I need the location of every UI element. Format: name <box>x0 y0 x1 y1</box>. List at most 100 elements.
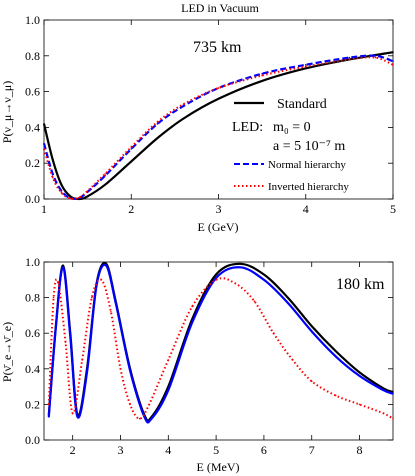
bottom-point-normal-hierarchy <box>69 335 72 338</box>
top-point-inverted-hierarchy <box>51 176 54 179</box>
top-point-standard <box>217 97 220 100</box>
bottom-point-standard <box>62 264 64 267</box>
top-point-standard <box>182 117 185 120</box>
top-point-standard <box>392 51 394 54</box>
bottom-plot: 2 3 4 5 6 7 8 0.0 0.2 0.4 0.6 0.8 1.0 <box>25 255 394 457</box>
bottom-point-normal-hierarchy <box>55 325 57 327</box>
bottom-y-tick-label: 0.8 <box>25 291 40 305</box>
top-x-tick-label: 2 <box>128 202 134 216</box>
top-point-inverted-hierarchy <box>60 191 63 194</box>
bottom-point-normal-hierarchy <box>310 330 313 333</box>
top-point-standard <box>304 67 307 70</box>
bottom-point-inverted-hierarchy <box>191 305 194 308</box>
bottom-point-inverted-hierarchy <box>47 403 50 406</box>
top-point-inverted-hierarchy <box>348 58 351 61</box>
top-point-inverted-hierarchy <box>182 103 185 105</box>
top-point-inverted-hierarchy <box>156 121 159 123</box>
bottom-point-normal-hierarchy <box>287 302 289 304</box>
bottom-point-standard <box>215 273 217 276</box>
bottom-point-inverted-hierarchy <box>358 403 361 406</box>
bottom-x-tick-label: 6 <box>261 443 267 457</box>
bottom-series-normal-hierarchy <box>47 263 394 424</box>
bottom-point-inverted-hierarchy <box>148 403 150 406</box>
bottom-point-inverted-hierarchy <box>57 282 60 285</box>
bottom-point-normal-hierarchy <box>392 392 394 395</box>
bottom-point-inverted-hierarchy <box>234 282 237 285</box>
bottom-point-inverted-hierarchy <box>392 417 394 420</box>
top-point-standard <box>60 183 63 186</box>
top-x-tick-label: 1 <box>41 202 47 216</box>
top-point-normal-hierarchy <box>392 60 394 62</box>
top-y-tick-label: 0.4 <box>25 120 40 134</box>
bottom-point-normal-hierarchy <box>86 371 88 374</box>
top-point-standard <box>69 195 71 198</box>
bottom-point-normal-hierarchy <box>215 277 217 279</box>
top-distance-annotation: 735 km <box>193 39 242 56</box>
top-y-tick-label: 0.0 <box>25 192 40 206</box>
bottom-point-normal-hierarchy <box>114 302 117 304</box>
bottom-x-tick-label: 3 <box>117 443 123 457</box>
top-point-normal-hierarchy <box>348 56 351 59</box>
top-series-inverted-hierarchy <box>43 56 394 200</box>
bottom-x-tick-label: 5 <box>213 443 219 457</box>
top-point-normal-hierarchy <box>43 142 45 145</box>
legend-inverted-label: Inverted hierarchy <box>268 181 349 193</box>
bottom-point-inverted-hierarchy <box>291 359 294 361</box>
bottom-point-inverted-hierarchy <box>253 300 256 302</box>
bottom-point-inverted-hierarchy <box>310 380 313 383</box>
bottom-point-standard <box>392 391 394 393</box>
bottom-point-inverted-hierarchy <box>91 296 93 299</box>
bottom-point-inverted-hierarchy <box>71 412 74 415</box>
top-x-tick-label: 4 <box>303 202 309 216</box>
bottom-y-tick-label: 0.6 <box>25 326 40 340</box>
bottom-point-inverted-hierarchy <box>52 296 55 299</box>
bottom-point-inverted-hierarchy <box>334 394 337 397</box>
bottom-point-inverted-hierarchy <box>81 359 84 361</box>
top-point-normal-hierarchy <box>60 190 63 192</box>
top-point-inverted-hierarchy <box>392 63 394 66</box>
top-series-normal-hierarchy <box>42 54 394 201</box>
top-point-inverted-hierarchy <box>304 65 307 68</box>
bottom-point-normal-hierarchy <box>143 416 146 418</box>
top-point-standard <box>130 160 133 163</box>
bottom-point-standard <box>358 371 361 374</box>
bottom-point-inverted-hierarchy <box>167 359 170 361</box>
top-point-inverted-hierarchy <box>217 87 220 89</box>
top-point-standard <box>43 123 45 125</box>
bottom-point-inverted-hierarchy <box>215 279 217 281</box>
bottom-point-normal-hierarchy <box>76 416 79 418</box>
bottom-y-tick-label: 1.0 <box>25 255 40 269</box>
top-chart-title: LED in Vacuum <box>181 1 259 15</box>
top-point-standard <box>104 183 106 186</box>
top-y-tick-label: 0.8 <box>25 49 40 63</box>
bottom-distance-annotation: 180 km <box>336 276 385 293</box>
bottom-point-normal-hierarchy <box>150 417 153 420</box>
top-point-normal-hierarchy <box>156 123 159 125</box>
top-y-tick-label: 1.0 <box>25 13 40 27</box>
bottom-point-normal-hierarchy <box>191 321 194 324</box>
legend-normal-label: Normal hierarchy <box>268 159 346 171</box>
top-y-axis-label: P(ν_μ→ν_μ) <box>0 81 14 143</box>
top-y-tick-label: 0.2 <box>25 156 40 170</box>
bottom-plot-frame <box>43 261 394 441</box>
bottom-point-normal-hierarchy <box>129 369 131 372</box>
bottom-point-inverted-hierarchy <box>119 368 122 370</box>
top-point-inverted-hierarchy <box>130 146 133 148</box>
bottom-point-normal-hierarchy <box>62 266 64 269</box>
bottom-point-standard <box>263 273 265 276</box>
bottom-point-inverted-hierarchy <box>64 341 67 343</box>
top-legend: Standard LED: m₀ = 0 a = 5 10⁻⁷ m Normal… <box>232 97 349 193</box>
bottom-point-normal-hierarchy <box>239 266 241 269</box>
top-point-standard <box>86 195 89 198</box>
bottom-y-tick-label: 0.4 <box>25 362 40 376</box>
top-point-inverted-hierarchy <box>86 190 89 192</box>
top-point-inverted-hierarchy <box>261 74 263 77</box>
bottom-point-normal-hierarchy <box>47 416 50 418</box>
bottom-point-standard <box>334 350 337 352</box>
bottom-point-normal-hierarchy <box>358 375 361 377</box>
top-point-normal-hierarchy <box>261 72 263 75</box>
bottom-point-inverted-hierarchy <box>382 412 385 415</box>
top-point-normal-hierarchy <box>130 148 133 150</box>
bottom-point-inverted-hierarchy <box>110 311 112 313</box>
